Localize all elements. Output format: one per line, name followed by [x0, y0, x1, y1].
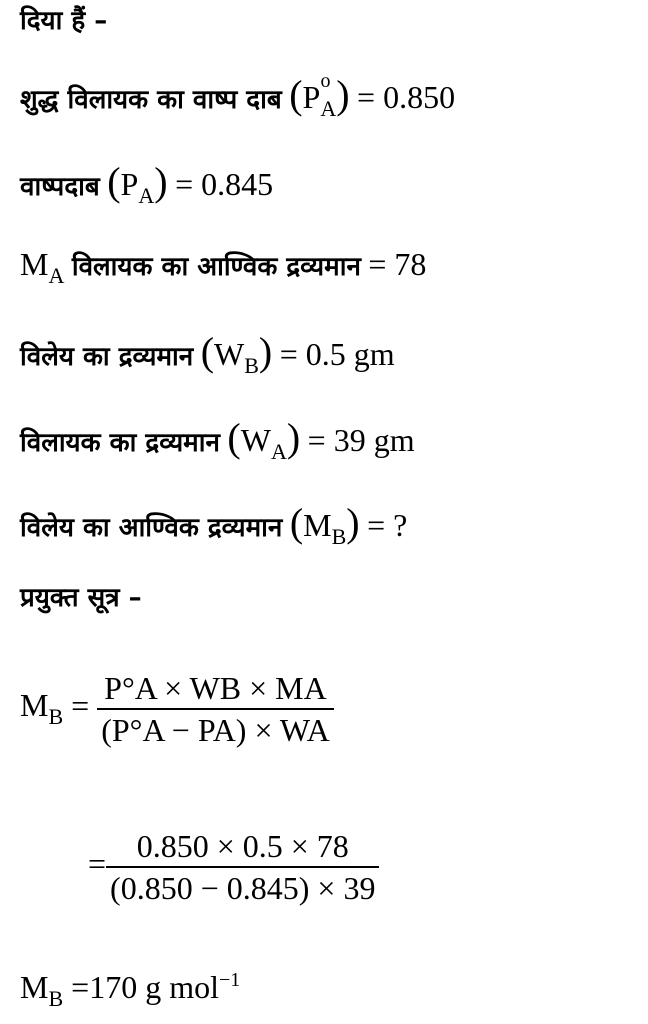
given-heading: दिया हैं –	[20, 6, 108, 36]
substitution-denominator: (0.850 − 0.845) × 39	[106, 866, 380, 904]
formula: MB = P°A × WB × MA (P°A − PA) × WA	[20, 672, 334, 746]
given-pure-solvent-vapour-pressure: शुद्ध विलायक का वाष्प दाब (P o A) = 0.850	[20, 70, 456, 121]
formula-heading: प्रयुक्त सूत्र –	[20, 583, 142, 613]
given-vapour-pressure: वाष्पदाब (PA) = 0.845	[20, 159, 274, 208]
given-solvent-mass: विलायक का द्रव्यमान (WA) = 39 gm	[20, 415, 415, 464]
substitution-numerator: 0.850 × 0.5 × 78	[136, 828, 349, 864]
given-solute-mass: विलेय का द्रव्यमान (WB) = 0.5 gm	[20, 329, 395, 378]
given-solvent-molar-mass: MA विलायक का आण्विक द्रव्यमान = 78	[20, 246, 427, 288]
substitution: = 0.850 × 0.5 × 78 (0.850 − 0.845) × 39	[88, 828, 380, 904]
unknown-solute-molar-mass: विलेय का आण्विक द्रव्यमान (MB) = ?	[20, 500, 408, 549]
result: MB =170 g mol−1	[20, 969, 241, 1011]
formula-denominator: (P°A − PA) × WA	[97, 708, 334, 746]
formula-numerator: P°A × WB × MA	[104, 670, 327, 706]
